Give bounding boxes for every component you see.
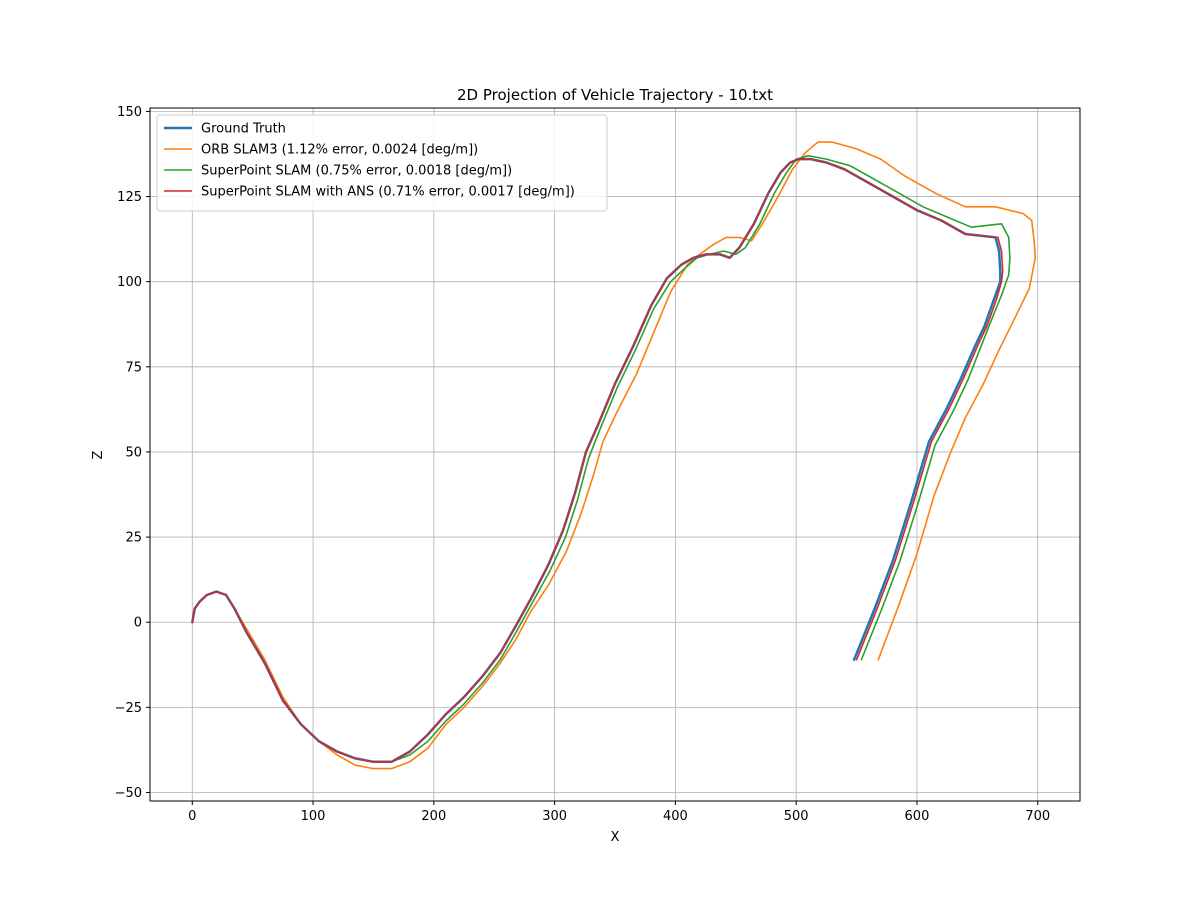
- x-tick-label: 700: [1025, 809, 1050, 824]
- x-tick-label: 500: [784, 809, 809, 824]
- series-line-3: [191, 158, 1004, 763]
- y-tick-label: −25: [115, 701, 142, 716]
- y-axis-label: Z: [91, 450, 106, 459]
- x-tick-label: 200: [421, 809, 446, 824]
- legend-label: SuperPoint SLAM with ANS (0.71% error, 0…: [201, 185, 575, 200]
- plot-area-background: [150, 108, 1080, 801]
- x-tick-label: 600: [905, 809, 930, 824]
- grid: [150, 108, 1080, 801]
- y-tick-label: 150: [117, 105, 142, 120]
- plot-frame: [149, 107, 1081, 802]
- y-tick-label: 125: [117, 190, 142, 205]
- axis-ticks: 0 100 200 300 400 500 600 700 −50 −25 0 25 50 75 100 12…: [115, 105, 1051, 824]
- y-tick-label: 50: [125, 445, 142, 460]
- legend-label: ORB SLAM3 (1.12% error, 0.0024 [deg/m]): [201, 143, 478, 158]
- x-tick-label: 100: [301, 809, 326, 824]
- x-axis-label: X: [611, 830, 620, 845]
- legend: Ground Truth ORB SLAM3 (1.12% error, 0.00…: [156, 114, 608, 212]
- x-tick-label: 300: [542, 809, 567, 824]
- series-lines: [191, 141, 1037, 770]
- legend-box: [156, 114, 608, 212]
- legend-label: SuperPoint SLAM (0.75% error, 0.0018 [de…: [201, 164, 512, 179]
- legend-label: Ground Truth: [201, 122, 286, 137]
- y-tick-label: −50: [115, 786, 142, 801]
- y-tick-label: 75: [125, 360, 142, 375]
- y-tick-label: 25: [125, 531, 142, 546]
- x-tick-label: 0: [188, 809, 196, 824]
- x-tick-label: 400: [663, 809, 688, 824]
- chart-title: 2D Projection of Vehicle Trajectory - 10…: [457, 86, 773, 104]
- y-tick-label: 0: [134, 616, 142, 631]
- y-tick-label: 100: [117, 275, 142, 290]
